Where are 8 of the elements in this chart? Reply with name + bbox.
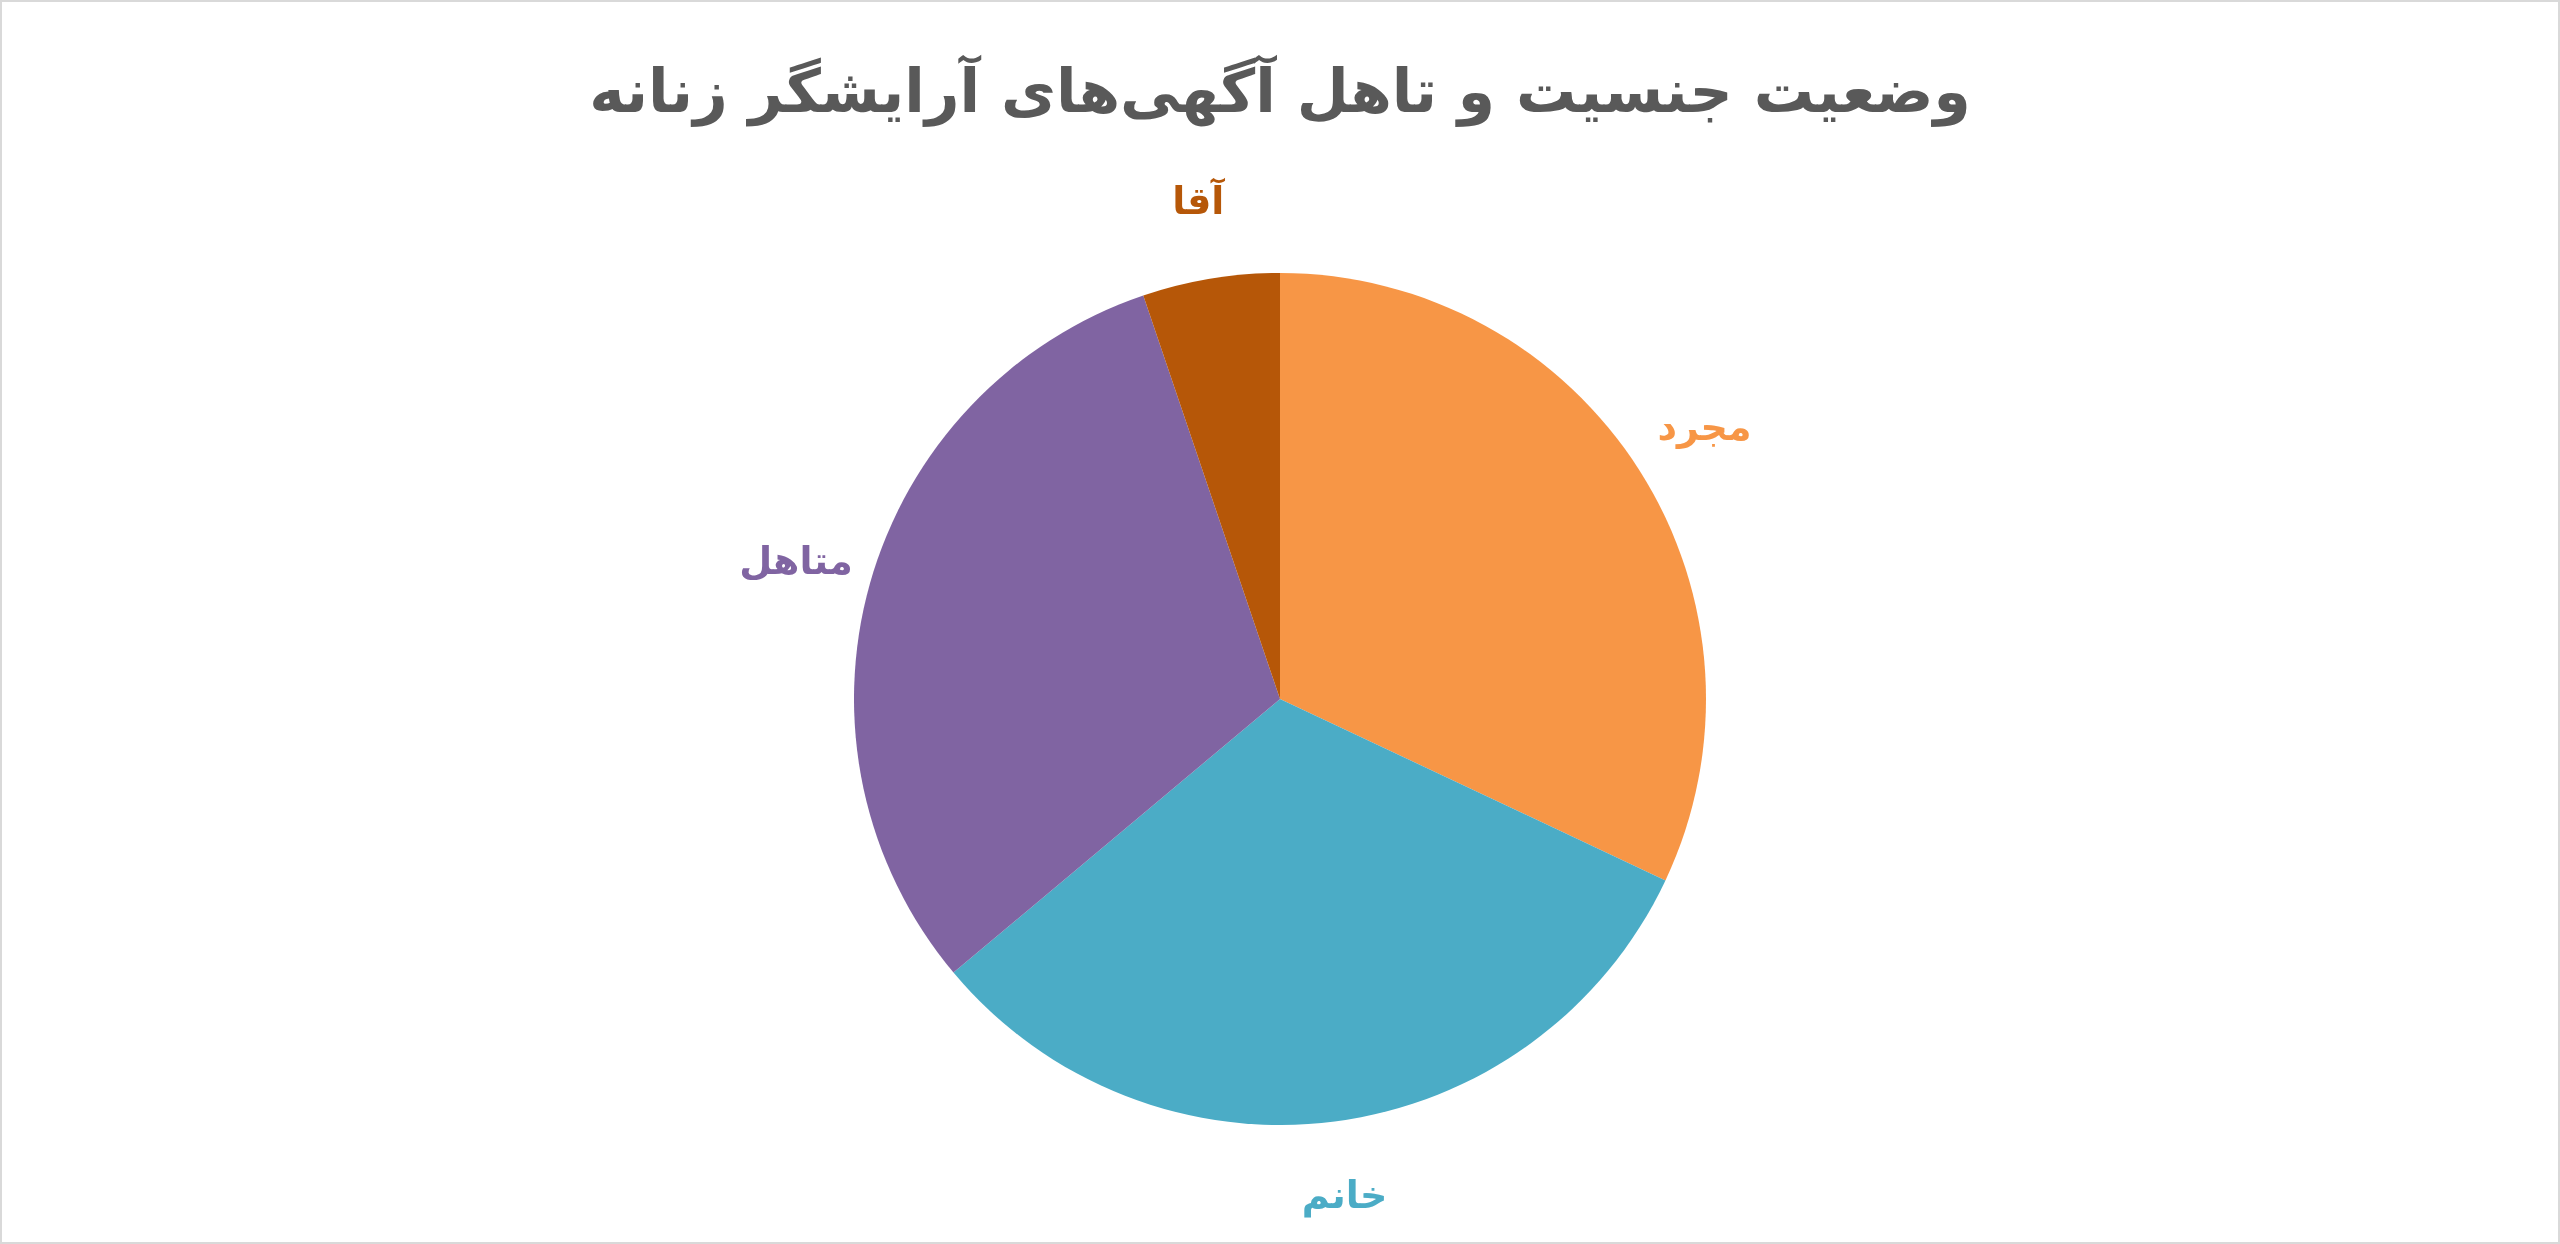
pie-slice (953, 699, 1666, 1125)
slice-label: متاهل (739, 538, 853, 583)
slice-label: مجرد (1657, 405, 1752, 450)
chart-title: وضعیت جنسیت و تاهل آگهی‌های آرایشگر زنانه (589, 53, 1971, 127)
pie-slice (854, 295, 1280, 973)
slice-label: خانم (1301, 1173, 1388, 1219)
slice-label: آقا (1172, 176, 1226, 223)
pie-slice (1143, 273, 1280, 699)
